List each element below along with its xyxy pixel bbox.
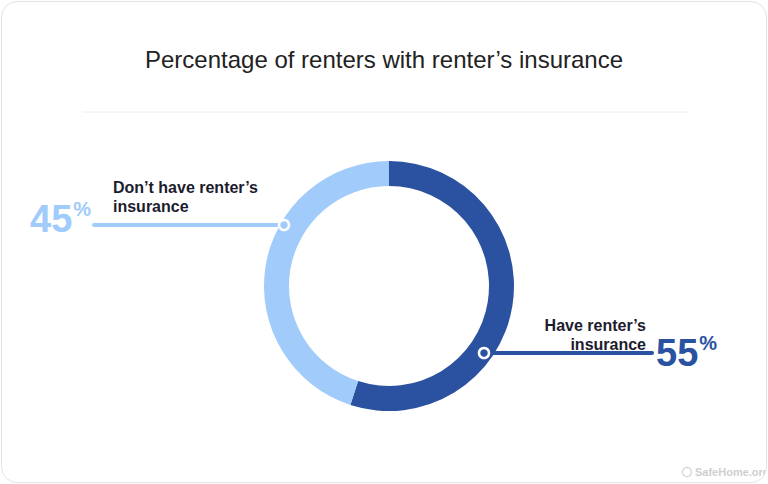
svg-text:55: 55 bbox=[656, 332, 698, 374]
svg-text:Percentage of renters with ren: Percentage of renters with renter’s insu… bbox=[145, 46, 623, 73]
svg-text:%: % bbox=[699, 332, 717, 354]
svg-text:%: % bbox=[73, 198, 91, 220]
svg-text:SafeHome.org: SafeHome.org bbox=[695, 466, 766, 478]
svg-text:45: 45 bbox=[30, 198, 72, 240]
svg-text:Have renter’s: Have renter’s bbox=[545, 317, 646, 334]
svg-text:insurance: insurance bbox=[113, 198, 189, 215]
svg-text:insurance: insurance bbox=[570, 336, 646, 353]
svg-text:Don’t have renter’s: Don’t have renter’s bbox=[113, 179, 258, 196]
